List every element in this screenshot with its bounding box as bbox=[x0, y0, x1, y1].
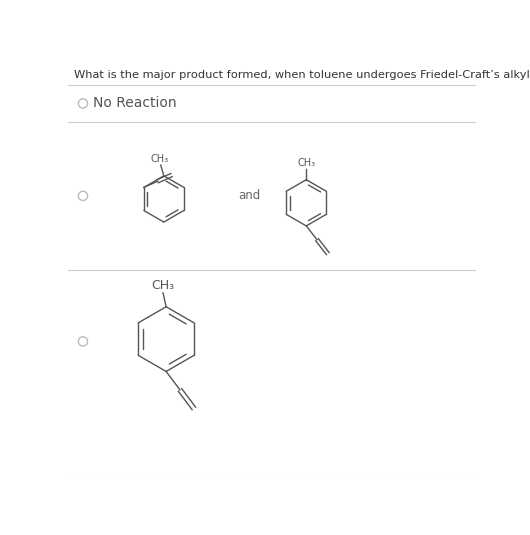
Text: What is the major product formed, when toluene undergoes Friedel-Craft’s alkylat: What is the major product formed, when t… bbox=[74, 71, 530, 80]
Text: CH₃: CH₃ bbox=[297, 158, 315, 168]
Text: No Reaction: No Reaction bbox=[93, 96, 176, 110]
Text: CH₃: CH₃ bbox=[152, 279, 174, 292]
Text: and: and bbox=[238, 189, 260, 202]
Text: CH₃: CH₃ bbox=[151, 154, 169, 164]
